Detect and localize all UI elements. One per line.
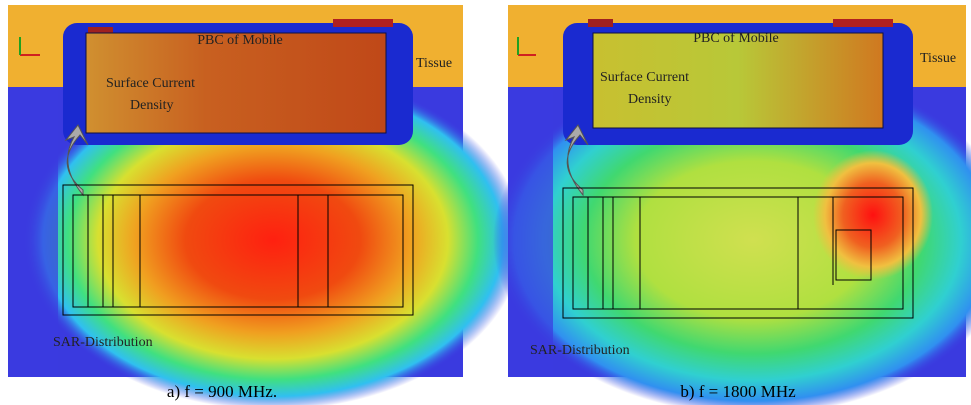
page: {"panels": [ {"pbc": "PBC of Mobile", "t… [0,0,971,405]
figure: PBC of Mobile Tissue Surface Current Den… [0,0,971,405]
caption: a) f = 900 MHz. [167,382,277,401]
sar-label: SAR-Distribution [530,343,630,358]
caption: b) f = 1800 MHz [680,382,796,401]
tissue-label: Tissue [920,51,956,66]
current-label: Surface Current [106,76,195,91]
pbc-label: PBC of Mobile [693,31,779,46]
tissue-label: Tissue [416,56,452,71]
current-label: Density [130,98,174,113]
pbc-label: PBC of Mobile [197,33,283,48]
panel-a: PBC of Mobile Tissue Surface Current Den… [8,5,523,405]
sar-label: SAR-Distribution [53,335,153,350]
current-label: Surface Current [600,70,689,85]
panel-b: PBC of Mobile Tissue Surface Current Den… [493,5,971,405]
current-label: Density [628,92,672,107]
